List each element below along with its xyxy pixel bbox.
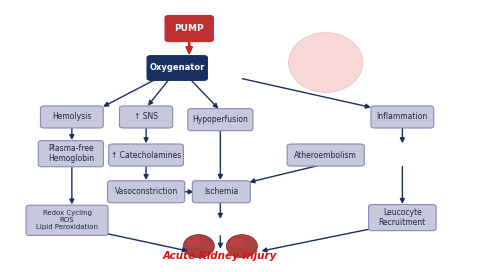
FancyBboxPatch shape xyxy=(287,144,364,166)
Text: Plasma-free
Hemoglobin: Plasma-free Hemoglobin xyxy=(48,144,94,163)
FancyBboxPatch shape xyxy=(368,205,436,231)
Text: Acute Kidney Injury: Acute Kidney Injury xyxy=(163,251,277,261)
Text: Redox Cycling
ROS
Lipid Peroxidation: Redox Cycling ROS Lipid Peroxidation xyxy=(36,210,98,230)
FancyBboxPatch shape xyxy=(371,106,433,128)
Text: ↑ SNS: ↑ SNS xyxy=(134,112,158,122)
Text: Vasoconstriction: Vasoconstriction xyxy=(114,187,178,196)
Ellipse shape xyxy=(226,234,258,258)
FancyBboxPatch shape xyxy=(147,56,207,81)
FancyBboxPatch shape xyxy=(119,106,172,128)
Text: Oxygenator: Oxygenator xyxy=(149,63,205,73)
FancyBboxPatch shape xyxy=(192,181,250,203)
FancyBboxPatch shape xyxy=(165,16,213,42)
Text: ↑ Catecholamines: ↑ Catecholamines xyxy=(111,150,181,160)
Text: Inflammation: Inflammation xyxy=(377,112,428,122)
Text: Hemolysis: Hemolysis xyxy=(52,112,91,122)
FancyBboxPatch shape xyxy=(40,106,103,128)
FancyBboxPatch shape xyxy=(109,144,183,166)
FancyBboxPatch shape xyxy=(107,181,184,203)
Ellipse shape xyxy=(230,237,244,247)
FancyBboxPatch shape xyxy=(38,141,103,167)
Ellipse shape xyxy=(288,33,363,92)
FancyBboxPatch shape xyxy=(188,109,253,131)
Ellipse shape xyxy=(187,237,201,247)
Text: Atheroembolism: Atheroembolism xyxy=(294,150,357,160)
Ellipse shape xyxy=(183,234,215,258)
Text: Hypoperfusion: Hypoperfusion xyxy=(193,115,248,124)
Text: Ischemia: Ischemia xyxy=(204,187,239,196)
Text: Leucocyte
Recruitment: Leucocyte Recruitment xyxy=(379,208,426,227)
Text: PUMP: PUMP xyxy=(174,24,204,33)
FancyBboxPatch shape xyxy=(26,205,108,235)
